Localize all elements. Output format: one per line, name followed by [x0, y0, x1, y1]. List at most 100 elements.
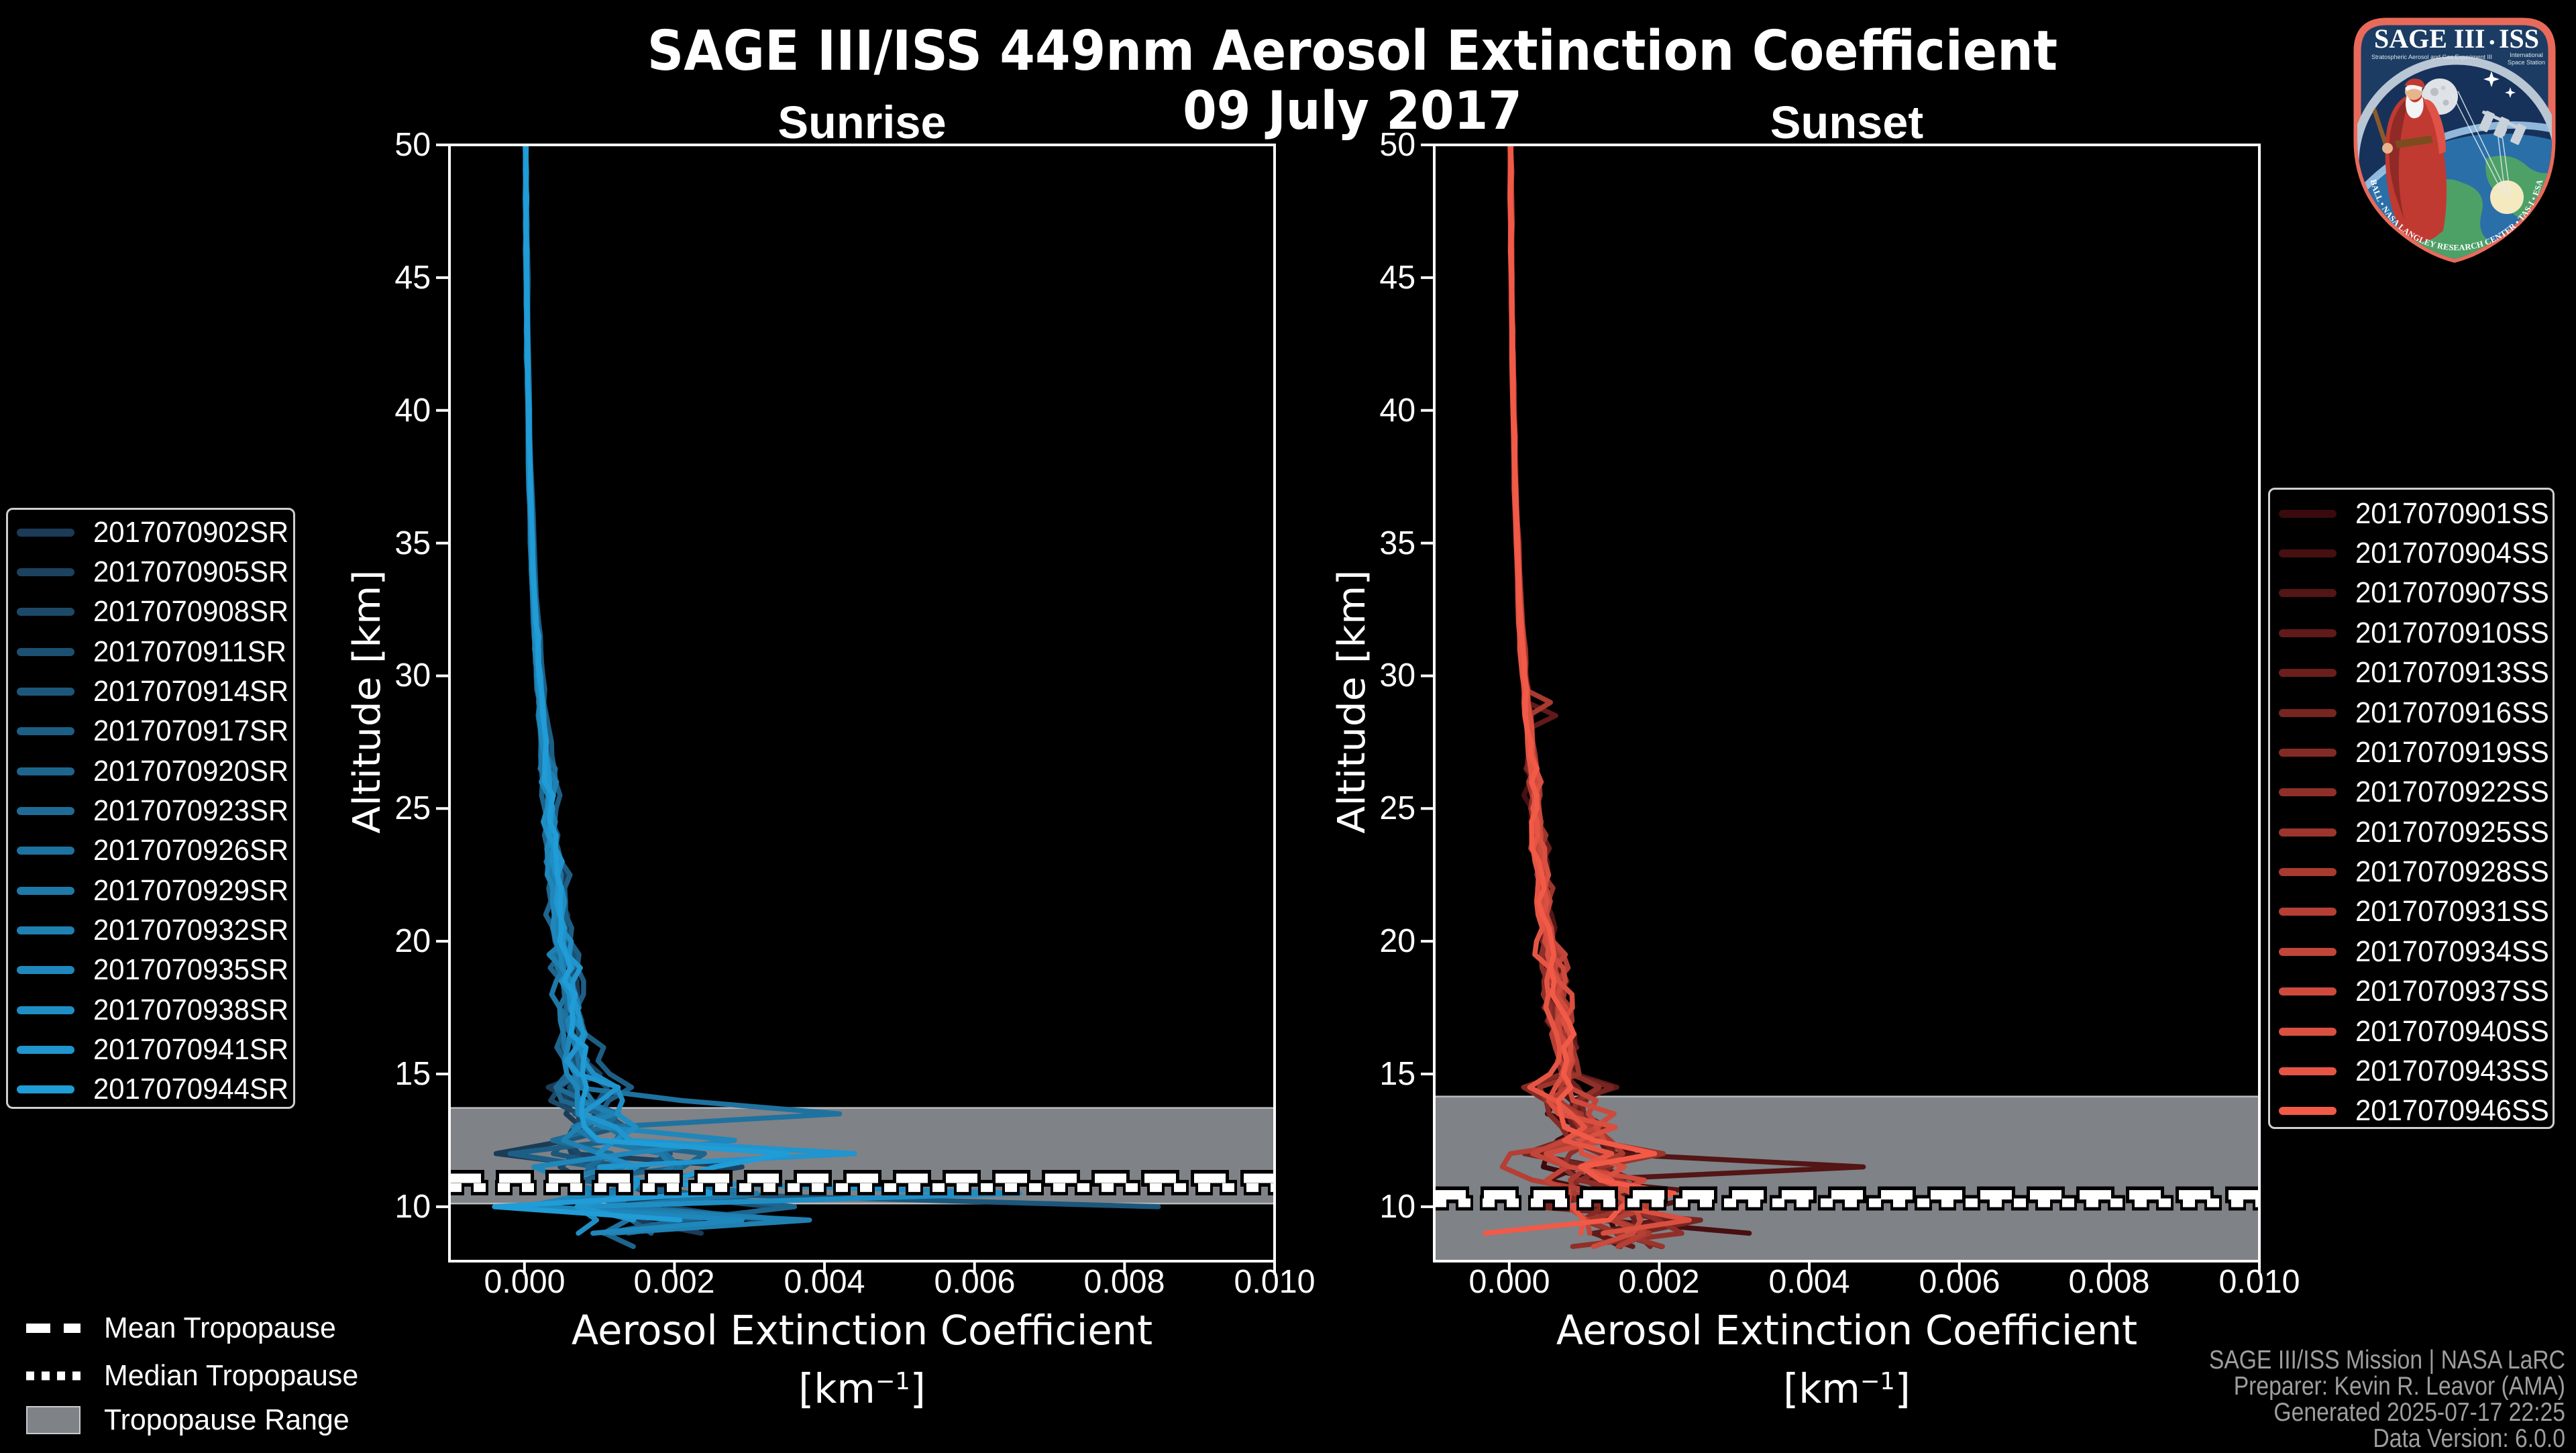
ytick-label-sunset: 15 [1379, 1056, 1415, 1093]
xtick-label-sunset: 0.008 [2068, 1264, 2150, 1300]
legend-swatch-2017070941SR [17, 1045, 74, 1054]
units-open: [km [798, 1366, 875, 1413]
legend-swatch-2017070931SS [2279, 908, 2337, 916]
xtick-label-sunset: 0.004 [1768, 1264, 1850, 1300]
series-2017070914SR [522, 145, 1161, 1209]
ytick-label-sunrise: 35 [394, 525, 431, 561]
xlabel-sunset: Aerosol Extinction Coefficient [1556, 1307, 2138, 1354]
legend-swatch-2017070908SR [17, 608, 74, 616]
legend-label-2017070928SS: 2017070928SS [2355, 856, 2549, 889]
units-close: ] [910, 1366, 926, 1413]
ytick-label-sunrise: 10 [394, 1188, 431, 1225]
legend-swatch-2017070943SS [2279, 1067, 2337, 1075]
ytick-label-sunrise: 45 [394, 259, 431, 296]
legend-row: 2017070913SS [2279, 653, 2553, 693]
legend-label-2017070905SR: 2017070905SR [93, 555, 289, 588]
legend-row: 2017070934SS [2279, 932, 2553, 971]
legend-row: 2017070937SS [2279, 972, 2553, 1012]
legend-label-2017070902SR: 2017070902SR [93, 516, 289, 549]
legend-row: 2017070917SR [17, 712, 293, 751]
ytick-label-sunrise: 30 [394, 657, 431, 694]
panel-title-sunset: Sunset [1770, 97, 1924, 148]
legend-row: 2017070929SR [17, 871, 293, 910]
legend-swatch-2017070946SS [2279, 1107, 2337, 1116]
legend-row: 2017070923SR [17, 791, 293, 830]
ytick-label-sunrise: 20 [394, 923, 431, 960]
legend-row: 2017070907SS [2279, 574, 2553, 613]
legend-swatch-2017070944SR [17, 1085, 74, 1094]
legend-label-2017070929SR: 2017070929SR [93, 874, 289, 907]
tropopause-legend-range: Tropopause Range [26, 1403, 356, 1438]
legend-sunrise: 2017070902SR 2017070905SR 2017070908SR 2017… [6, 508, 295, 1109]
legend-label-2017070938SR: 2017070938SR [93, 993, 289, 1026]
panel-title-sunrise: Sunrise [777, 97, 947, 148]
axes-frame-sunrise [448, 144, 1276, 1262]
legend-swatch-2017070935SR [17, 966, 74, 975]
legend-swatch-2017070917SR [17, 727, 74, 736]
ytick-label-sunset: 30 [1379, 657, 1415, 694]
legend-swatch-2017070901SS [2279, 509, 2337, 518]
ytick-label-sunset: 20 [1379, 923, 1415, 960]
legend-label-2017070916SS: 2017070916SS [2355, 696, 2549, 729]
patch-iss [2479, 110, 2526, 145]
legend-swatch-2017070923SR [17, 806, 74, 815]
axes-frame-sunset [1433, 144, 2261, 1262]
legend-label-2017070934SS: 2017070934SS [2355, 935, 2549, 968]
xtick-label-sunset: 0.010 [2218, 1264, 2300, 1300]
panel-sunset [1421, 144, 2261, 1275]
series-2017070908SR [523, 145, 704, 1236]
legend-label-2017070926SR: 2017070926SR [93, 835, 289, 867]
tropopause-legend-mean: Mean Tropopause [26, 1311, 342, 1346]
legend-row: 2017070902SR [17, 513, 293, 552]
legend-row: 2017070935SR [17, 951, 293, 990]
mean-tropopause-swatch [26, 1320, 80, 1337]
legend-label-2017070923SR: 2017070923SR [93, 794, 289, 827]
ylabel-sunrise: Altitude [km] [345, 570, 389, 834]
legend-swatch-2017070928SS [2279, 868, 2337, 877]
legend-row: 2017070901SS [2279, 494, 2553, 533]
tropopause-range-swatch [26, 1406, 80, 1434]
xlabel-units-sunrise: [km−1] [798, 1361, 926, 1410]
patch-subtitle-right-2: Space Station [2508, 59, 2545, 66]
legend-swatch-2017070937SS [2279, 987, 2337, 996]
credits: SAGE III/ISS Mission | NASA LaRC Prepare… [2209, 1347, 2565, 1452]
legend-row: 2017070919SS [2279, 733, 2553, 772]
legend-swatch-2017070913SS [2279, 669, 2337, 678]
legend-row: 2017070920SR [17, 751, 293, 791]
legend-swatch-2017070919SS [2279, 748, 2337, 757]
ytick-label-sunset: 25 [1379, 790, 1415, 827]
ytick-label-sunset: 40 [1379, 392, 1415, 429]
credit-line: Preparer: Kevin R. Leavor (AMA) [2233, 1372, 2565, 1401]
patch-beams [2452, 91, 2511, 197]
legend-swatch-2017070922SS [2279, 788, 2337, 797]
legend-row: 2017070910SS [2279, 613, 2553, 653]
legend-swatch-2017070926SR [17, 847, 74, 855]
legend-label-2017070944SR: 2017070944SR [93, 1073, 289, 1106]
legend-label-2017070910SS: 2017070910SS [2355, 616, 2549, 649]
xtick-label-sunset: 0.002 [1618, 1264, 1700, 1300]
legend-label-2017070922SS: 2017070922SS [2355, 776, 2549, 809]
legend-swatch-2017070907SS [2279, 589, 2337, 598]
credit-line: Data Version: 6.0.0 [2373, 1424, 2565, 1453]
series-2017070938SR [523, 145, 1022, 1236]
units-open: [km [1783, 1366, 1860, 1413]
ytick-label-sunset: 45 [1379, 259, 1415, 296]
legend-label-2017070935SR: 2017070935SR [93, 954, 289, 987]
series-2017070935SR [523, 145, 745, 1236]
series-2017070940SS [1508, 145, 1692, 1236]
legend-label-2017070937SS: 2017070937SS [2355, 975, 2549, 1008]
legend-label-2017070920SR: 2017070920SR [93, 755, 289, 788]
xtick-label-sunrise: 0.000 [484, 1264, 566, 1300]
legend-label-2017070940SS: 2017070940SS [2355, 1015, 2549, 1048]
panel-sunrise [436, 144, 1276, 1275]
date-subtitle: 09 July 2017 [1183, 81, 1522, 142]
ytick-label-sunrise: 15 [394, 1056, 431, 1093]
ytick-label-sunset: 10 [1379, 1188, 1415, 1225]
legend-swatch-2017070911SR [17, 647, 74, 656]
legend-swatch-2017070910SS [2279, 629, 2337, 637]
xtick-label-sunrise: 0.010 [1234, 1264, 1316, 1300]
patch-subtitle-right-1: International [2510, 52, 2543, 58]
legend-label-2017070911SR: 2017070911SR [93, 635, 287, 668]
series-2017070946SS [1483, 145, 1677, 1236]
